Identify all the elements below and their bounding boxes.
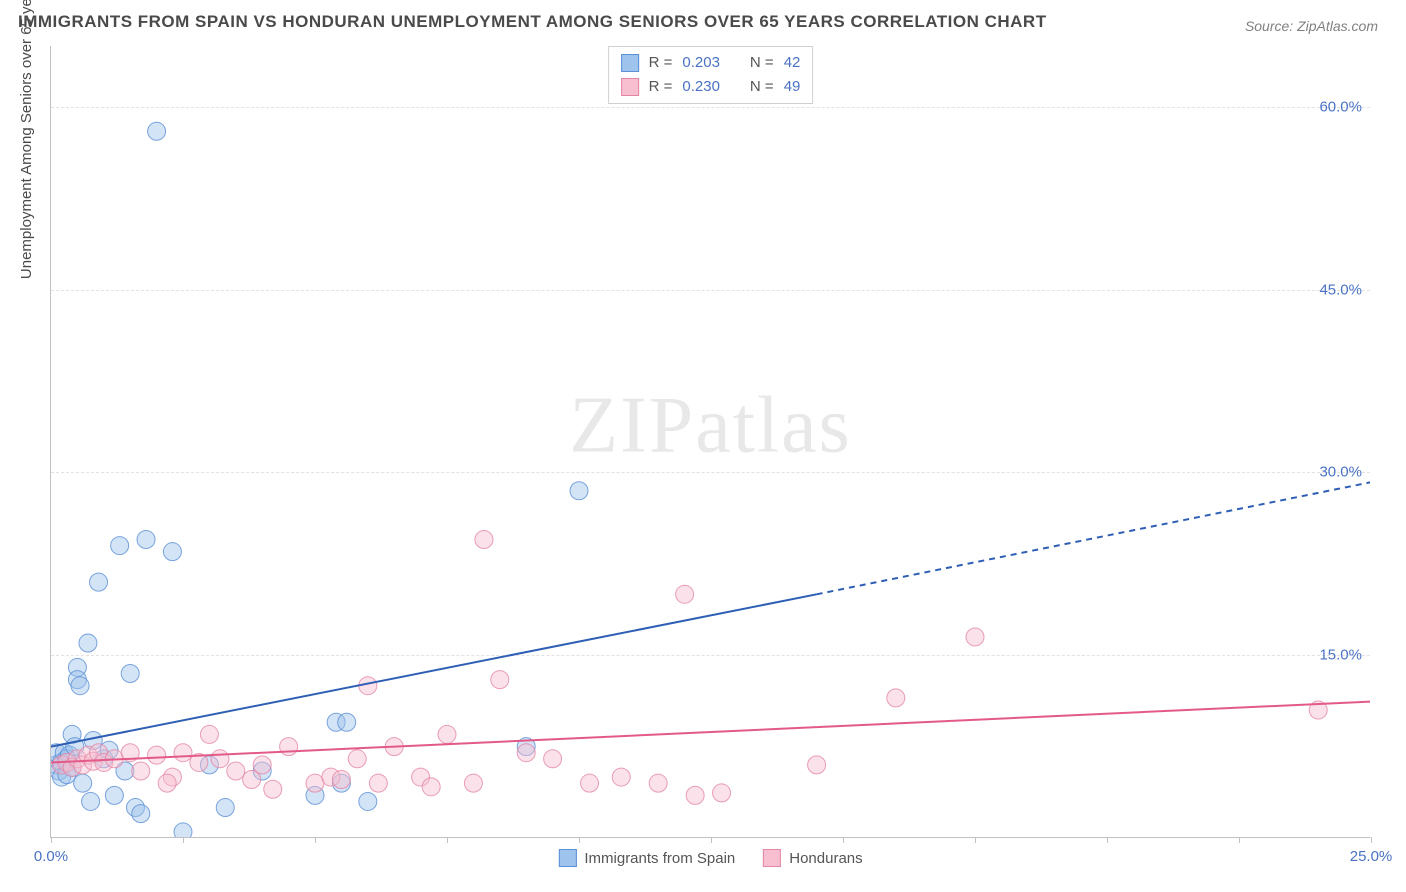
source-label: Source: ZipAtlas.com: [1245, 18, 1378, 34]
data-point: [105, 786, 123, 804]
data-point: [211, 750, 229, 768]
data-point: [227, 762, 245, 780]
data-point: [544, 750, 562, 768]
data-point: [163, 543, 181, 561]
data-point: [137, 530, 155, 548]
legend-item: Immigrants from Spain: [558, 849, 735, 867]
data-point: [82, 792, 100, 810]
data-point: [649, 774, 667, 792]
x-tick: [843, 837, 844, 843]
legend-swatch-honduran: [621, 78, 639, 96]
data-point: [887, 689, 905, 707]
x-tick: [975, 837, 976, 843]
plot-area: ZIPatlas 15.0%30.0%45.0%60.0% 0.0%25.0% …: [50, 46, 1370, 838]
data-point: [491, 671, 509, 689]
trend-line: [51, 702, 1370, 763]
data-point: [158, 774, 176, 792]
x-tick: [51, 837, 52, 843]
data-point: [438, 725, 456, 743]
x-tick: [1107, 837, 1108, 843]
x-tick-label: 0.0%: [34, 848, 68, 865]
r-value-honduran: 0.230: [682, 75, 720, 99]
legend-label: Hondurans: [789, 850, 862, 867]
x-tick: [447, 837, 448, 843]
data-point: [338, 713, 356, 731]
legend-label: Immigrants from Spain: [584, 850, 735, 867]
legend-swatch-honduran: [763, 849, 781, 867]
series-legend: Immigrants from Spain Hondurans: [558, 849, 862, 867]
x-tick-label: 25.0%: [1350, 848, 1393, 865]
plot-svg: [51, 46, 1370, 837]
data-point: [200, 725, 218, 743]
trend-line: [51, 594, 817, 746]
data-point: [121, 665, 139, 683]
legend-row: R = 0.203 N = 42: [621, 51, 801, 75]
data-point: [808, 756, 826, 774]
legend-swatch-spain: [558, 849, 576, 867]
trend-line-extrapolated: [817, 482, 1370, 594]
r-label: R =: [649, 75, 673, 99]
data-point: [74, 774, 92, 792]
data-point: [517, 744, 535, 762]
data-point: [174, 823, 192, 837]
legend-row: R = 0.230 N = 49: [621, 75, 801, 99]
data-point: [71, 677, 89, 695]
data-point: [966, 628, 984, 646]
r-value-spain: 0.203: [682, 51, 720, 75]
r-label: R =: [649, 51, 673, 75]
data-point: [359, 792, 377, 810]
data-point: [581, 774, 599, 792]
data-point: [369, 774, 387, 792]
data-point: [111, 537, 129, 555]
n-label: N =: [750, 75, 774, 99]
data-point: [570, 482, 588, 500]
correlation-legend: R = 0.203 N = 42 R = 0.230 N = 49: [608, 46, 814, 104]
data-point: [148, 746, 166, 764]
data-point: [475, 530, 493, 548]
x-tick: [183, 837, 184, 843]
data-point: [332, 771, 350, 789]
data-point: [713, 784, 731, 802]
data-point: [216, 799, 234, 817]
n-label: N =: [750, 51, 774, 75]
n-value-spain: 42: [784, 51, 801, 75]
x-tick: [315, 837, 316, 843]
x-tick: [579, 837, 580, 843]
data-point: [676, 585, 694, 603]
x-tick: [711, 837, 712, 843]
n-value-honduran: 49: [784, 75, 801, 99]
data-point: [686, 786, 704, 804]
data-point: [79, 634, 97, 652]
chart-container: IMMIGRANTS FROM SPAIN VS HONDURAN UNEMPL…: [0, 0, 1406, 892]
data-point: [280, 738, 298, 756]
data-point: [174, 744, 192, 762]
data-point: [306, 774, 324, 792]
data-point: [264, 780, 282, 798]
data-point: [132, 805, 150, 823]
legend-item: Hondurans: [763, 849, 862, 867]
data-point: [348, 750, 366, 768]
data-point: [464, 774, 482, 792]
data-point: [422, 778, 440, 796]
data-point: [243, 771, 261, 789]
data-point: [148, 122, 166, 140]
y-axis-label: Unemployment Among Seniors over 65 years: [18, 0, 35, 279]
data-point: [90, 573, 108, 591]
chart-title: IMMIGRANTS FROM SPAIN VS HONDURAN UNEMPL…: [18, 12, 1047, 32]
legend-swatch-spain: [621, 54, 639, 72]
data-point: [132, 762, 150, 780]
x-tick: [1239, 837, 1240, 843]
data-point: [612, 768, 630, 786]
x-tick: [1371, 837, 1372, 843]
